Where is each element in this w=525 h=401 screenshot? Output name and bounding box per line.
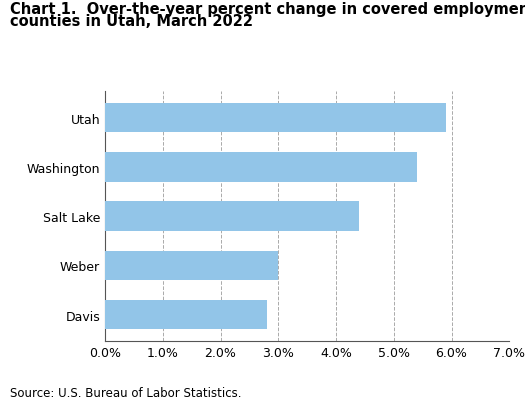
Bar <box>105 153 417 182</box>
Text: Chart 1.  Over-the-year percent change in covered employment among the largest: Chart 1. Over-the-year percent change in… <box>10 2 525 17</box>
Bar <box>105 202 359 231</box>
Bar <box>105 103 446 133</box>
Text: Source: U.S. Bureau of Labor Statistics.: Source: U.S. Bureau of Labor Statistics. <box>10 386 242 399</box>
Bar <box>105 300 267 330</box>
Bar <box>105 251 278 280</box>
Text: counties in Utah, March 2022: counties in Utah, March 2022 <box>10 14 254 29</box>
